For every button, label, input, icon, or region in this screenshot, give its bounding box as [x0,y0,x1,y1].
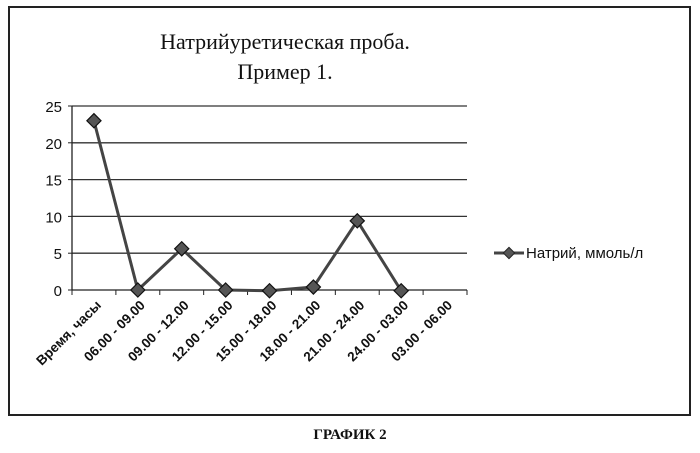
y-tick-label: 0 [54,283,62,300]
data-point [394,284,408,298]
series-line [94,121,401,291]
y-tick-label: 15 [45,173,62,190]
chart-title-line-1: Натрийуретическая проба. [160,29,410,54]
legend-entry: Натрий, ммоль/л [526,245,643,262]
y-tick-label: 5 [54,246,62,263]
y-tick-label: 10 [45,209,62,226]
data-point [262,284,276,298]
figure-caption: ГРАФИК 2 [0,427,700,444]
data-point [87,114,101,128]
y-tick-label: 20 [45,136,62,153]
legend-marker [503,247,514,258]
chart-title-line-2: Пример 1. [237,59,332,84]
line-chart: Натрийуретическая проба. Пример 1. 0 5 10 1… [0,0,700,420]
y-tick-label: 25 [45,99,62,116]
